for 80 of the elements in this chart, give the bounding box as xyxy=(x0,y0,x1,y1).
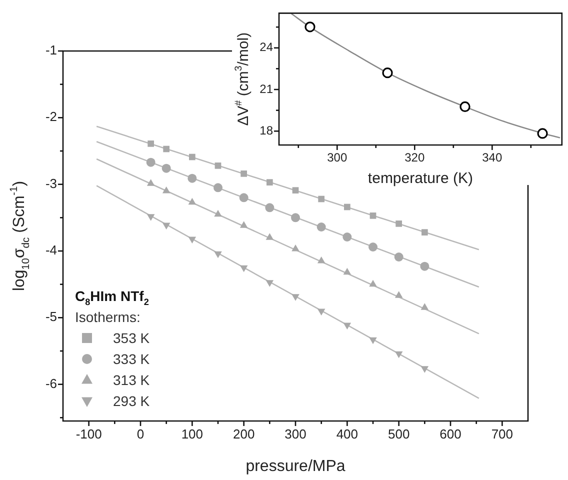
legend-label: 293 K xyxy=(113,393,150,409)
y-tick-label: -4 xyxy=(45,242,57,258)
point xyxy=(460,101,470,112)
point xyxy=(342,232,352,242)
y-tick-label: 18 xyxy=(260,123,274,138)
point xyxy=(146,158,156,167)
point xyxy=(162,164,171,173)
x-tick-label: 700 xyxy=(491,426,514,442)
x-tick-label: 300 xyxy=(284,426,306,442)
point xyxy=(394,252,404,262)
point xyxy=(343,322,352,330)
x-tick-label: 320 xyxy=(404,150,425,165)
point xyxy=(343,268,352,275)
y-tick-label: -2 xyxy=(45,109,57,124)
x-tick-label: -100 xyxy=(76,426,102,442)
point xyxy=(214,183,222,192)
point xyxy=(266,233,274,240)
point xyxy=(318,196,325,202)
point xyxy=(240,170,248,177)
point xyxy=(396,220,402,227)
point xyxy=(316,222,326,232)
point xyxy=(369,337,377,344)
x-tick-label: 300 xyxy=(327,150,348,165)
point xyxy=(370,212,376,219)
x-tick-label: 200 xyxy=(232,426,255,442)
point xyxy=(317,256,326,264)
point xyxy=(421,229,428,236)
point xyxy=(292,244,300,252)
x-tick-label: 340 xyxy=(482,150,502,165)
point xyxy=(292,294,300,301)
x-axis-title: temperature (K) xyxy=(368,170,473,187)
x-tick-label: 600 xyxy=(440,426,462,442)
y-axis-title: ΔV# (cm3/mol) xyxy=(233,32,252,126)
x-axis-title: pressure/MPa xyxy=(246,458,346,475)
point xyxy=(420,262,430,271)
y-tick-label: -3 xyxy=(45,176,57,191)
point xyxy=(265,203,274,212)
y-tick-label: -1 xyxy=(45,42,57,58)
y-tick-label: 21 xyxy=(260,82,274,96)
point xyxy=(291,213,300,222)
point xyxy=(537,128,548,139)
y-axis-title: log10σdc (Scm-1) xyxy=(8,180,32,292)
legend-label: 353 K xyxy=(113,330,150,346)
point xyxy=(317,308,326,316)
legend-label: 313 K xyxy=(113,372,150,388)
point xyxy=(162,222,170,230)
point xyxy=(214,251,222,258)
point xyxy=(394,351,403,358)
point xyxy=(146,179,155,186)
point xyxy=(304,22,316,32)
point xyxy=(240,265,248,272)
point xyxy=(292,187,299,194)
y-tick-label: 24 xyxy=(260,40,274,54)
y-tick-label: -6 xyxy=(45,376,57,391)
x-tick-label: 0 xyxy=(136,426,144,442)
line-series xyxy=(290,13,561,138)
point xyxy=(163,146,170,152)
point xyxy=(148,140,154,147)
legend-label: 333 K xyxy=(113,351,150,367)
point xyxy=(162,186,170,194)
y-tick-label: -5 xyxy=(45,309,57,324)
point xyxy=(266,179,273,186)
point xyxy=(344,204,350,210)
x-tick-label: 100 xyxy=(181,426,204,442)
annotation: Isotherms: xyxy=(75,309,140,325)
point xyxy=(420,366,429,373)
point xyxy=(188,198,196,205)
point xyxy=(266,280,274,287)
point xyxy=(240,221,248,228)
point xyxy=(146,214,155,221)
x-tick-label: 400 xyxy=(336,426,358,442)
point xyxy=(188,154,196,160)
x-tick-label: 500 xyxy=(388,426,410,442)
point xyxy=(188,236,196,244)
point xyxy=(214,210,222,217)
point xyxy=(188,174,197,183)
point xyxy=(239,193,248,202)
point xyxy=(368,242,378,252)
point xyxy=(382,68,393,78)
point xyxy=(214,162,222,169)
